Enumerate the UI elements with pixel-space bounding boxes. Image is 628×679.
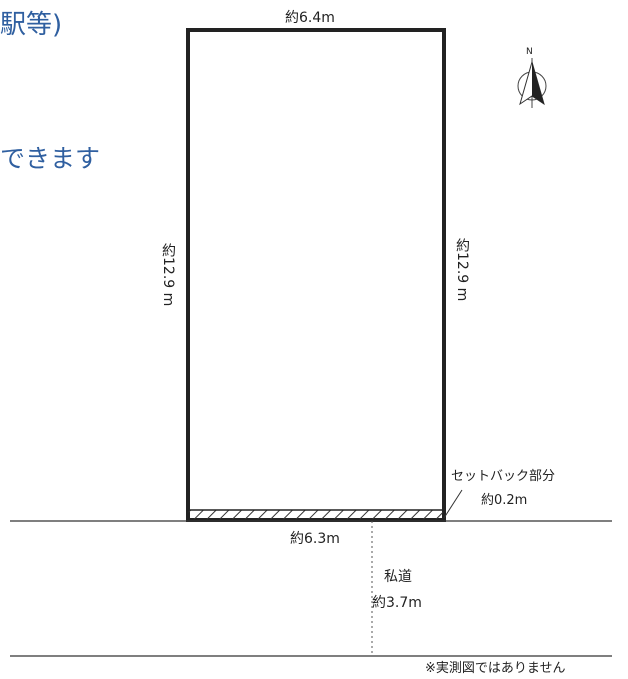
- right-depth-label: 約12.9 m: [454, 238, 470, 302]
- north-label: N: [526, 47, 533, 57]
- heading-line-1: 駅等): [0, 10, 63, 40]
- north-arrow-icon: [517, 58, 547, 108]
- disclaimer-note: ※実測図ではありません: [425, 661, 566, 676]
- setback-leader: [443, 489, 463, 519]
- lot-outline: [186, 28, 446, 522]
- road-label: 私道: [384, 569, 412, 585]
- left-depth-label: 約12.9 m: [160, 243, 176, 307]
- setback-strip: [187, 509, 445, 521]
- setback-width-label: 約0.2m: [481, 493, 528, 508]
- top-width-label: 約6.4m: [285, 10, 335, 26]
- road-width-label: 約3.7m: [372, 595, 422, 611]
- setback-label: セットバック部分: [451, 469, 556, 484]
- heading-line-2: できます: [0, 144, 101, 173]
- bottom-width-label: 約6.3m: [290, 531, 340, 547]
